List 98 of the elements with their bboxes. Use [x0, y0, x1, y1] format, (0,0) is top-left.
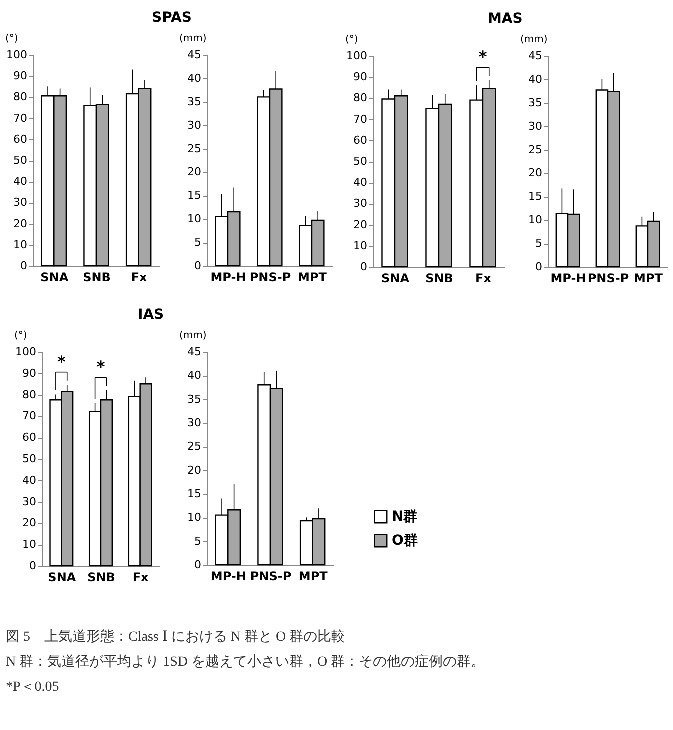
y-tick-label: 0 [20, 260, 28, 272]
y-tick-label: 25 [188, 142, 202, 156]
y-tick-label: 30 [188, 118, 202, 132]
x-tick-label: SNA [40, 270, 70, 284]
y-tick-label: 40 [354, 176, 368, 190]
y-axis-title: (mm) [180, 34, 207, 44]
x-tick-label: MPT [634, 272, 664, 286]
y-axis-title: (°) [6, 34, 18, 44]
annotation: * [57, 352, 66, 372]
x-tick-label: MP-H [210, 570, 246, 584]
annotation: * [478, 48, 488, 67]
y-tick-label: 50 [354, 155, 368, 168]
y-tick-label: 25 [188, 440, 202, 454]
y-tick-label: 10 [188, 511, 202, 524]
x-tick-label: PNS-P [250, 270, 292, 284]
y-tick-label: 45 [188, 48, 202, 62]
y-tick-label: 45 [528, 50, 542, 62]
y-tick-label: 5 [194, 534, 202, 548]
y-tick-label: 90 [22, 366, 36, 380]
y-tick-label: 30 [22, 495, 36, 508]
x-tick-label: PNS-P [250, 570, 292, 584]
x-tick-label: SNB [83, 270, 111, 284]
y-tick-label: 60 [354, 134, 368, 147]
y-tick-label: 25 [528, 143, 542, 156]
y-tick-label: 100 [346, 50, 368, 62]
y-tick-label: 5 [536, 237, 542, 250]
y-tick-label: 50 [22, 452, 36, 466]
y-tick-label: 15 [188, 488, 202, 500]
chart-title: IAS [138, 307, 164, 323]
y-tick-label: 70 [22, 410, 36, 423]
y-tick-label: 20 [14, 217, 28, 230]
y-tick-label: 100 [6, 48, 28, 62]
x-tick-label: SNB [426, 272, 454, 286]
y-axis-title: (mm) [520, 34, 548, 46]
y-tick-label: 40 [188, 72, 202, 85]
text: N 群：気道径が平均より 1SD を越えて小さい群，O 群：その他の症例の群。 [6, 654, 486, 671]
x-tick-label: SNA [382, 272, 410, 286]
x-tick-label: MPT [298, 270, 328, 284]
y-tick-label: 5 [194, 236, 202, 250]
caption: 図 5 上気道形態：Class Ⅰ における N 群と O 群の比較 [6, 628, 346, 646]
legend-label: O群 [392, 533, 418, 549]
y-tick-label: 100 [16, 346, 36, 358]
x-tick-label: MP-H [210, 270, 246, 284]
y-tick-label: 35 [188, 95, 202, 108]
x-tick-label: Fx [476, 272, 492, 286]
y-tick-label: 0 [194, 558, 202, 572]
y-tick-label: 10 [354, 239, 368, 252]
y-tick-label: 0 [536, 260, 542, 274]
x-tick-label: Fx [132, 570, 150, 584]
y-tick-label: 30 [354, 197, 368, 210]
y-tick-label: 20 [188, 464, 202, 477]
y-tick-label: 60 [22, 431, 36, 444]
y-tick-label: 40 [528, 72, 542, 86]
y-tick-label: 0 [360, 260, 368, 274]
y-tick-label: 30 [188, 416, 202, 430]
y-tick-label: 20 [354, 218, 368, 232]
y-tick-label: 35 [528, 96, 542, 110]
y-tick-label: 40 [188, 369, 202, 382]
y-tick-label: 90 [14, 70, 28, 83]
chart-title: MAS [488, 11, 523, 27]
y-axis-title: (°) [346, 34, 358, 46]
x-tick-label: PNS-P [588, 272, 630, 286]
y-tick-label: 35 [188, 392, 202, 406]
chart-title: SPAS [152, 10, 192, 26]
y-axis-title: (mm) [180, 330, 207, 342]
y-tick-label: 80 [14, 90, 28, 104]
y-tick-label: 70 [354, 112, 368, 126]
y-tick-label: 45 [188, 346, 202, 358]
y-tick-label: 80 [22, 388, 36, 402]
y-tick-label: 50 [14, 154, 28, 167]
annotation: * [96, 358, 106, 377]
y-axis-title: (°) [14, 330, 28, 342]
y-tick-label: 20 [188, 166, 202, 179]
y-tick-label: 80 [354, 92, 368, 105]
y-tick-label: 20 [528, 166, 542, 180]
y-tick-label: 60 [14, 132, 28, 146]
y-tick-label: 90 [354, 70, 368, 84]
y-tick-label: 30 [14, 196, 28, 210]
y-tick-label: 15 [188, 189, 202, 202]
y-tick-label: 70 [14, 112, 28, 125]
y-tick-label: 0 [30, 560, 36, 572]
legend-label: N群 [392, 509, 418, 525]
y-tick-label: 30 [528, 120, 542, 133]
y-tick-label: 40 [14, 175, 28, 188]
y-tick-label: 10 [188, 212, 202, 226]
x-tick-label: Fx [131, 270, 148, 284]
y-tick-label: 10 [14, 238, 28, 252]
x-tick-label: SNB [88, 570, 116, 584]
y-tick-label: 40 [22, 474, 36, 487]
y-tick-label: 20 [22, 516, 36, 530]
y-tick-label: 15 [528, 190, 542, 204]
y-tick-label: 10 [528, 214, 542, 227]
y-tick-label: 0 [194, 260, 202, 272]
x-tick-label: SNA [48, 570, 77, 584]
text: *P＜0.05 [6, 679, 60, 696]
y-tick-label: 10 [22, 538, 36, 552]
x-tick-label: MP-H [550, 272, 586, 286]
x-tick-label: MPT [298, 570, 329, 584]
